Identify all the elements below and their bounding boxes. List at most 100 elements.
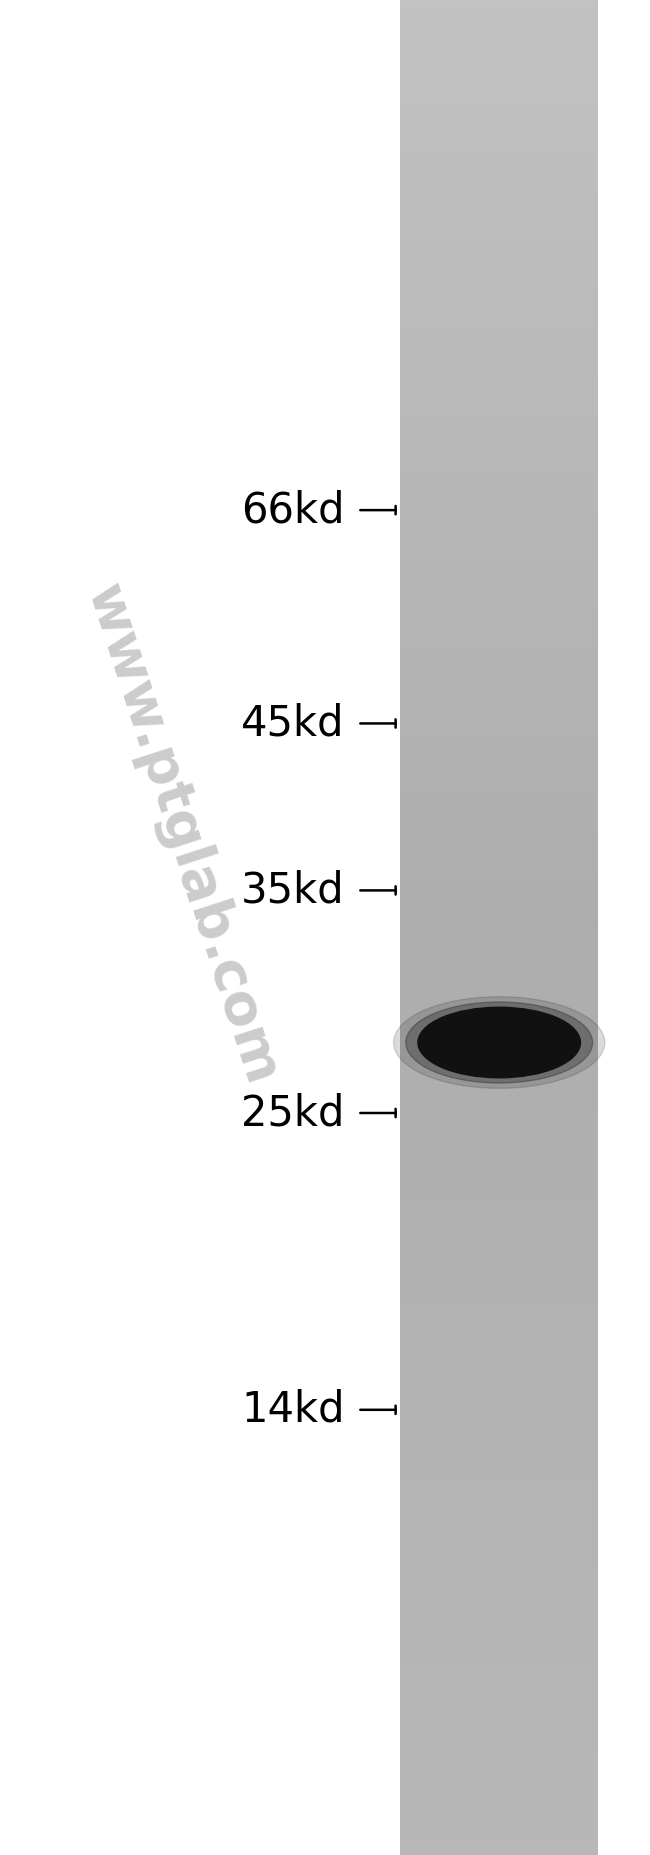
Bar	[400, 911, 598, 916]
Bar	[400, 1616, 598, 1621]
Bar	[400, 733, 598, 738]
Bar	[400, 922, 598, 928]
Bar	[400, 32, 598, 37]
Bar	[400, 588, 598, 594]
Bar	[400, 317, 598, 323]
Bar	[400, 595, 598, 601]
Bar	[400, 725, 598, 731]
Bar	[400, 866, 598, 872]
Bar	[400, 1812, 598, 1818]
Bar	[400, 1382, 598, 1388]
Bar	[400, 1512, 598, 1517]
Bar	[400, 258, 598, 263]
Bar	[400, 1452, 598, 1458]
Bar	[400, 1096, 598, 1102]
Bar	[400, 139, 598, 145]
Bar	[400, 1089, 598, 1094]
Bar	[400, 54, 598, 59]
Bar	[400, 50, 598, 56]
Bar	[400, 1141, 598, 1146]
Bar	[400, 1560, 598, 1566]
Bar	[400, 1478, 598, 1484]
Bar	[400, 1779, 598, 1785]
Bar	[400, 944, 598, 950]
Bar	[400, 1727, 598, 1733]
Bar	[400, 451, 598, 456]
Bar	[400, 1464, 598, 1469]
Bar	[400, 429, 598, 434]
Bar	[400, 1215, 598, 1221]
Bar	[400, 1297, 598, 1302]
Bar	[400, 848, 598, 853]
Bar	[400, 1386, 598, 1391]
Bar	[400, 180, 598, 186]
Bar	[400, 1330, 598, 1336]
Bar	[400, 1642, 598, 1647]
Bar	[400, 877, 598, 883]
Bar	[400, 72, 598, 78]
Bar	[400, 1360, 598, 1365]
Bar	[400, 1375, 598, 1380]
Bar	[400, 147, 598, 152]
Bar	[400, 1126, 598, 1132]
Bar	[400, 1352, 598, 1358]
Bar	[400, 859, 598, 864]
Bar	[400, 1586, 598, 1592]
Bar	[400, 670, 598, 675]
Bar	[400, 503, 598, 508]
Bar	[400, 1245, 598, 1250]
Bar	[400, 736, 598, 742]
Bar	[400, 403, 598, 408]
Bar	[400, 202, 598, 208]
Bar	[400, 1093, 598, 1098]
Bar	[400, 607, 598, 612]
Bar	[400, 651, 598, 657]
Bar	[400, 1668, 598, 1673]
Bar	[400, 1664, 598, 1670]
Bar	[400, 217, 598, 223]
Bar	[400, 510, 598, 516]
Bar	[400, 106, 598, 111]
Bar	[400, 46, 598, 52]
Bar	[400, 1475, 598, 1480]
Bar	[400, 1738, 598, 1744]
Bar	[400, 1393, 598, 1399]
Bar	[400, 61, 598, 67]
Bar	[400, 551, 598, 556]
Bar	[400, 781, 598, 787]
Bar	[400, 863, 598, 868]
Bar	[400, 1107, 598, 1113]
Bar	[400, 907, 598, 913]
Bar	[400, 484, 598, 490]
Bar	[400, 232, 598, 237]
Bar	[400, 892, 598, 898]
Bar	[400, 1445, 598, 1451]
Bar	[400, 722, 598, 727]
Bar	[400, 250, 598, 256]
Bar	[400, 113, 598, 119]
Bar	[400, 1660, 598, 1666]
Bar	[400, 299, 598, 304]
Bar	[400, 1649, 598, 1655]
Bar	[400, 1508, 598, 1514]
Bar	[400, 1768, 598, 1773]
Bar	[400, 13, 598, 19]
Bar	[400, 1241, 598, 1247]
Bar	[400, 414, 598, 419]
Bar	[400, 1467, 598, 1473]
Bar	[400, 1757, 598, 1762]
Bar	[400, 480, 598, 486]
Bar	[400, 358, 598, 364]
Bar	[400, 948, 598, 953]
Bar	[400, 603, 598, 608]
Bar	[400, 1037, 598, 1043]
Bar	[400, 195, 598, 200]
Bar	[400, 1753, 598, 1759]
Bar	[400, 1282, 598, 1287]
Bar	[400, 1809, 598, 1814]
Bar	[400, 618, 598, 623]
Bar	[400, 1289, 598, 1295]
Bar	[400, 440, 598, 445]
Bar	[400, 614, 598, 620]
Bar	[400, 1671, 598, 1677]
